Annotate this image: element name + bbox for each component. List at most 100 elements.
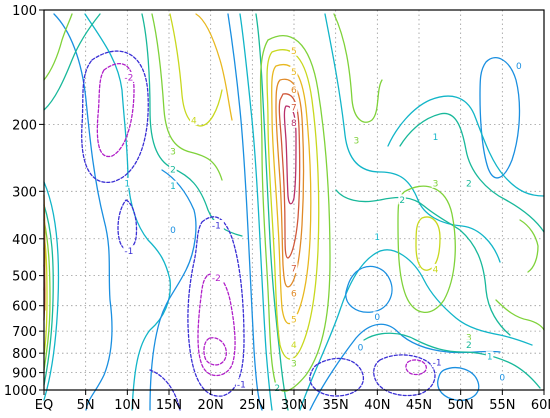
- y-tick-label: 600: [12, 300, 37, 315]
- contour-label: 6: [291, 86, 297, 96]
- contour-label: 2: [466, 341, 472, 351]
- contour-label-bg: [431, 357, 445, 368]
- contour-label-bg: [169, 180, 177, 191]
- contour-line: [84, 13, 171, 411]
- y-tick-label: 900: [12, 367, 37, 382]
- y-tick-label: 100: [12, 4, 37, 19]
- contour-label-bg: [515, 60, 523, 71]
- contour-line: [437, 367, 480, 401]
- contour-label: 1: [374, 233, 380, 243]
- contour-label-bg: [273, 382, 281, 393]
- contour-label-bg: [356, 341, 365, 352]
- contour-label-bg: [290, 287, 298, 298]
- contour-label-bg: [290, 117, 298, 128]
- x-tick-label: 15N: [156, 398, 182, 413]
- contour-label: -1: [433, 359, 442, 369]
- contour-label-bg: [123, 245, 137, 256]
- contour-label: -1: [124, 247, 133, 257]
- contour-label-bg: [169, 146, 177, 157]
- contour-label-bg: [485, 351, 494, 362]
- y-tick-label: 500: [12, 270, 37, 285]
- contour-line: [151, 13, 223, 181]
- contour-label-bg: [190, 115, 198, 126]
- contour-label: 7: [291, 104, 297, 114]
- contour-label: 3: [466, 333, 472, 343]
- contour-label: 6: [291, 289, 297, 299]
- contour-label-bg: [465, 331, 473, 342]
- contour-line: [387, 95, 545, 197]
- contour-label: 1: [433, 133, 439, 143]
- contour-label: 5: [291, 315, 297, 325]
- contour-label: 4: [291, 341, 297, 351]
- contour-line: [333, 13, 383, 123]
- contour-label: 0: [170, 226, 176, 236]
- contour-label: 5: [291, 47, 297, 57]
- contour-label-bg: [431, 263, 440, 274]
- contour-label-bg: [431, 177, 440, 188]
- x-tick-label: 60N: [531, 398, 550, 413]
- contour-label: 7: [291, 265, 297, 275]
- contour-line: [43, 181, 60, 401]
- contour-label-bg: [373, 311, 381, 322]
- contour-line: [149, 169, 197, 411]
- contour-label: 1: [124, 179, 130, 189]
- contour-label: 2: [399, 196, 405, 206]
- contour-line: [299, 249, 533, 411]
- x-tick-label: 30N: [281, 398, 307, 413]
- contour-line: [271, 64, 312, 325]
- contour-line: [278, 93, 301, 259]
- contour-line: [53, 13, 113, 411]
- y-tick-label: 200: [12, 118, 37, 133]
- contour-line: [335, 189, 511, 336]
- contour-line: [405, 359, 427, 376]
- contour-label-bg: [290, 313, 298, 324]
- contour-line: [397, 185, 456, 313]
- contour-line: [259, 35, 331, 392]
- x-tick-label: 45N: [406, 398, 432, 413]
- contour-label-bg: [210, 272, 224, 283]
- contour-line: [43, 219, 51, 371]
- x-tick-label: 50N: [448, 398, 474, 413]
- contour-label: 3: [170, 148, 176, 158]
- contour-label-bg: [123, 71, 137, 82]
- y-axis-ticks: 100 200 300 400 500 600 700 800 900 1000: [4, 4, 44, 399]
- contour-label-bg: [398, 194, 406, 205]
- contour-line: [149, 369, 181, 411]
- y-tick-label: 800: [12, 347, 37, 362]
- contour-line: [479, 57, 521, 179]
- contour-line: [309, 357, 364, 397]
- x-tick-label: 5N: [77, 398, 95, 413]
- contour-line: [203, 337, 227, 366]
- contour-label: -2: [124, 73, 133, 83]
- x-tick-label: 10N: [114, 398, 140, 413]
- contour-label: 1: [487, 353, 493, 363]
- contour-label-bg: [290, 84, 298, 95]
- contour-label-bg: [352, 135, 360, 146]
- contour-line: [227, 13, 263, 411]
- contour-label: 4: [191, 117, 197, 127]
- x-axis-ticks: EQ 5N 10N 15N 20N 25N 30N 35N 40N 45N 50N 55N 60N: [35, 390, 550, 413]
- contour-label-bg: [169, 163, 177, 174]
- contour-label-bg: [465, 177, 473, 188]
- contour-label: 2: [466, 179, 472, 189]
- contour-label-bg: [290, 339, 298, 350]
- contour-label-bg: [210, 220, 224, 231]
- contour-line: [117, 199, 138, 250]
- contour-label-bg: [169, 224, 177, 235]
- contour-line: [519, 219, 539, 273]
- contour-line: [43, 204, 54, 386]
- contour-label-bg: [290, 45, 298, 56]
- x-tick-label: 20N: [198, 398, 224, 413]
- contour-line: [239, 13, 273, 411]
- contour-label: 0: [499, 374, 505, 384]
- x-tick-label: 40N: [364, 398, 390, 413]
- contour-label-bg: [123, 177, 131, 188]
- contour-line: [363, 332, 541, 389]
- contour-label-bg: [235, 379, 249, 390]
- contour-label-bg: [290, 263, 298, 274]
- contour-line: [187, 216, 245, 397]
- contour-line: [345, 265, 393, 313]
- contour-label: 3: [354, 137, 360, 147]
- contour-label: 2: [274, 384, 280, 394]
